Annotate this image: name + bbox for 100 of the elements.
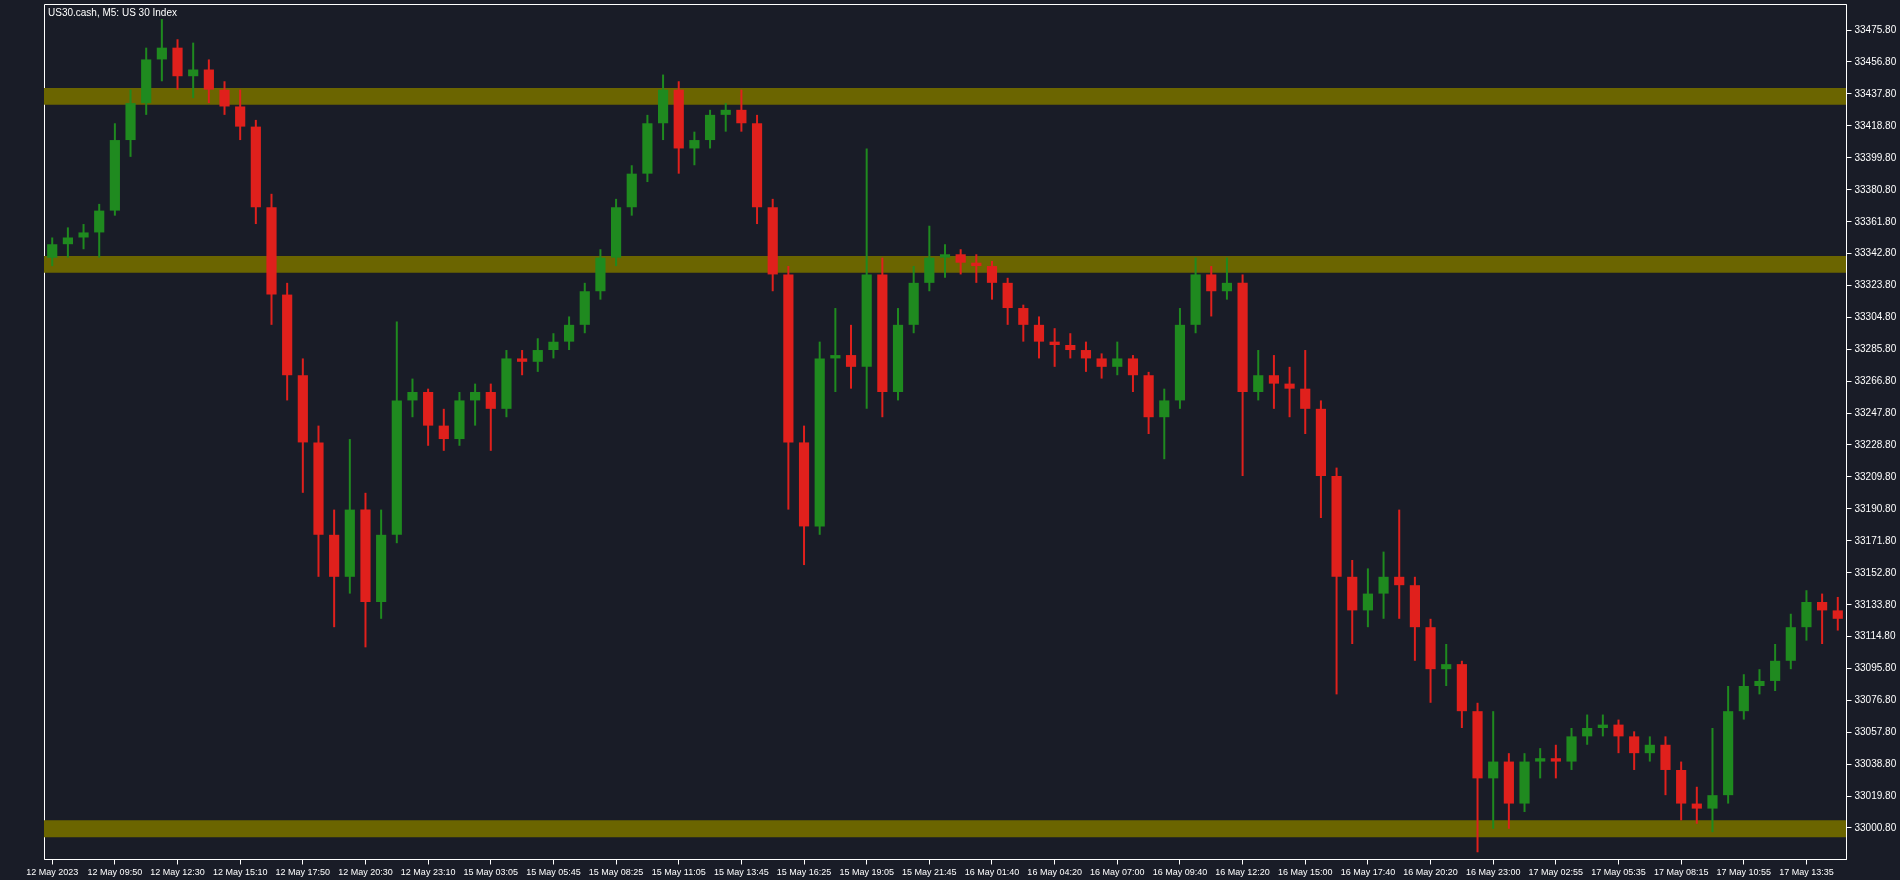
- candlestick: [736, 88, 747, 133]
- candlestick: [1394, 508, 1405, 620]
- candlestick: [1754, 668, 1765, 696]
- candlestick: [1284, 365, 1295, 419]
- candlestick: [1362, 567, 1373, 629]
- candlestick: [94, 202, 105, 259]
- y-tick-label: 33152.80: [1854, 566, 1897, 578]
- candlestick: [1221, 256, 1233, 301]
- y-tick-label: 33361.80: [1854, 215, 1897, 227]
- candlestick: [62, 226, 73, 259]
- y-tick-label: 33323.80: [1854, 279, 1897, 291]
- x-tick-label: 16 May 15:00: [1277, 866, 1333, 877]
- candlestick: [47, 236, 58, 268]
- candlestick: [1613, 718, 1624, 755]
- y-tick-label: 33266.80: [1854, 375, 1897, 387]
- x-tick-label: 16 May 23:00: [1465, 866, 1521, 877]
- y-tick-label: 33171.80: [1854, 534, 1897, 546]
- y-tick-label: 33095.80: [1854, 662, 1897, 674]
- candlestick: [156, 18, 167, 83]
- candlestick: [438, 407, 449, 452]
- y-tick-label: 33380.80: [1854, 183, 1897, 195]
- y-tick-label: 33247.80: [1854, 407, 1897, 419]
- candlestick: [564, 315, 575, 352]
- candlestick: [1300, 349, 1311, 436]
- candlestick: [1550, 743, 1561, 780]
- y-tick-label: 33057.80: [1854, 726, 1897, 738]
- x-tick-label: 15 May 11:05: [651, 866, 706, 877]
- x-tick-label: 16 May 04:20: [1027, 866, 1082, 877]
- candlestick: [1707, 726, 1718, 834]
- x-tick-label: 12 May 15:10: [212, 866, 268, 877]
- candlestick: [1817, 592, 1828, 645]
- candlestick: [1065, 332, 1076, 360]
- y-tick-label: 33019.80: [1854, 790, 1897, 801]
- candlestick: [1206, 265, 1217, 318]
- candlestick: [517, 349, 528, 377]
- x-tick-label: 16 May 20:20: [1403, 866, 1458, 877]
- x-tick-label: 17 May 02:55: [1528, 866, 1584, 877]
- candlestick: [203, 58, 214, 105]
- y-tick-label: 33475.80: [1854, 24, 1897, 36]
- x-tick-label: 12 May 12:30: [150, 866, 205, 877]
- candlestick: [1112, 340, 1123, 377]
- candlestick: [1253, 349, 1264, 402]
- candlestick: [1644, 735, 1655, 763]
- candlestick: [955, 248, 966, 276]
- x-tick-label: 15 May 21:45: [902, 866, 957, 877]
- candlestick: [1629, 730, 1640, 771]
- x-tick-label: 12 May 17:50: [275, 866, 331, 877]
- y-tick-label: 33076.80: [1854, 694, 1897, 706]
- x-tick-label: 17 May 10:55: [1716, 866, 1772, 877]
- x-tick-label: 12 May 20:30: [338, 866, 393, 877]
- y-tick-label: 33038.80: [1854, 758, 1897, 770]
- y-tick-label: 33342.80: [1854, 247, 1897, 259]
- candlestick: [235, 88, 246, 142]
- x-tick-label: 16 May 01:40: [964, 866, 1020, 877]
- candlestick: [1488, 710, 1499, 830]
- candlestick: [219, 80, 230, 116]
- x-tick-label: 15 May 05:45: [526, 866, 581, 877]
- candlestick: [78, 223, 89, 251]
- candlestick: [845, 323, 857, 390]
- candlestick: [1096, 352, 1107, 380]
- chart-title: US30.cash, M5: US 30 Index: [48, 7, 177, 18]
- candlestick: [1378, 550, 1389, 620]
- y-tick-label: 33209.80: [1854, 470, 1897, 482]
- candlestick: [1268, 354, 1280, 410]
- x-tick-label: 15 May 03:05: [463, 866, 519, 877]
- x-tick-label: 17 May 08:15: [1653, 866, 1709, 877]
- y-tick-label: 33418.80: [1854, 119, 1897, 131]
- x-tick-label: 16 May 09:40: [1152, 866, 1208, 877]
- y-tick-label: 33285.80: [1854, 343, 1897, 355]
- x-tick-label: 17 May 05:35: [1591, 866, 1646, 877]
- x-tick-label: 17 May 13:35: [1779, 866, 1834, 877]
- x-tick-label: 12 May 09:50: [87, 866, 143, 877]
- candlestick: [1691, 785, 1702, 825]
- x-tick-label: 15 May 16:25: [776, 866, 832, 877]
- candlestick: [470, 382, 481, 427]
- candlestick: [1080, 340, 1092, 373]
- candlestick: [1441, 642, 1452, 687]
- candlestick: [1127, 354, 1139, 394]
- candlestick: [1535, 747, 1546, 780]
- candlestick: [986, 260, 998, 301]
- x-tick-label: 15 May 13:45: [714, 866, 769, 877]
- y-tick-label: 33437.80: [1854, 87, 1897, 99]
- x-tick-label: 15 May 19:05: [839, 866, 894, 877]
- candlestick: [485, 382, 496, 452]
- y-tick-label: 33114.80: [1854, 630, 1896, 642]
- candlestick: [1018, 303, 1029, 343]
- x-tick-label: 16 May 12:20: [1215, 866, 1270, 877]
- x-tick-label: 16 May 07:00: [1090, 866, 1145, 877]
- y-tick-label: 33000.80: [1854, 821, 1897, 833]
- x-tick-label: 15 May 08:25: [588, 866, 644, 877]
- x-tick-label: 12 May 2023: [26, 866, 79, 877]
- candlestick: [1582, 713, 1593, 746]
- y-tick-label: 33456.80: [1854, 55, 1897, 67]
- candlestick: [1033, 315, 1045, 360]
- candlestick: [1770, 642, 1781, 693]
- y-tick-label: 33304.80: [1854, 311, 1897, 323]
- x-tick-label: 16 May 17:40: [1340, 866, 1396, 877]
- candlestick: [548, 332, 559, 360]
- y-tick-label: 33399.80: [1854, 151, 1897, 163]
- y-tick-label: 33228.80: [1854, 438, 1897, 450]
